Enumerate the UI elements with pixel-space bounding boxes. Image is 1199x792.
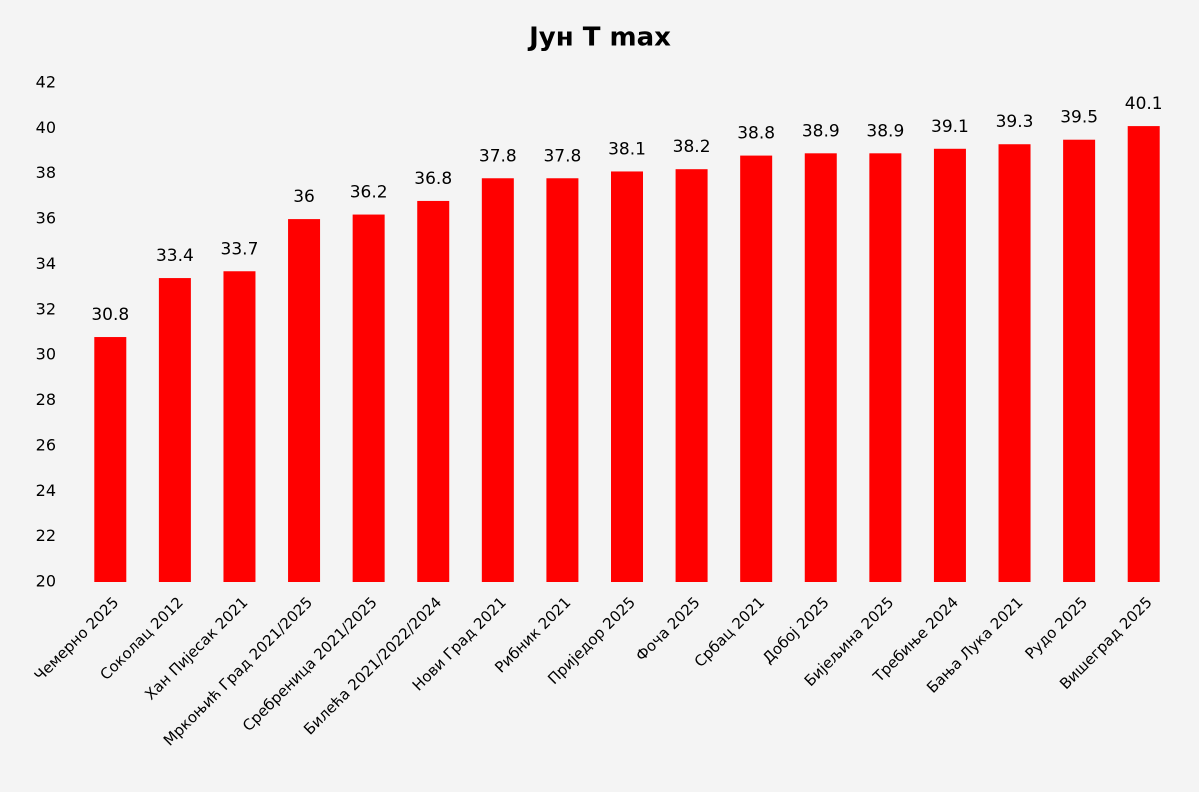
- x-tick-label: Фоча 2025: [632, 593, 703, 664]
- value-label: 38.9: [866, 121, 904, 141]
- y-tick-label: 34: [36, 254, 56, 273]
- y-tick-label: 40: [36, 118, 56, 137]
- bar: [740, 155, 773, 582]
- value-label: 38.1: [608, 139, 646, 159]
- y-tick-label: 22: [36, 526, 56, 545]
- bar: [288, 219, 321, 582]
- bar: [223, 271, 256, 582]
- y-tick-label: 20: [36, 572, 56, 591]
- y-tick-label: 32: [36, 299, 56, 318]
- bar: [1063, 139, 1096, 583]
- bar: [675, 169, 708, 582]
- value-label: 36.2: [350, 183, 388, 203]
- bar: [417, 200, 450, 583]
- value-label: 30.8: [91, 305, 129, 325]
- value-label: 37.8: [479, 146, 517, 166]
- value-label: 36: [293, 187, 315, 207]
- x-tick-label: Рудо 2025: [1022, 593, 1092, 663]
- y-tick-label: 30: [36, 345, 56, 364]
- value-label: 38.9: [802, 121, 840, 141]
- value-label: 39.5: [1060, 108, 1098, 128]
- value-label: 40.1: [1125, 94, 1163, 114]
- y-tick-label: 42: [36, 73, 56, 92]
- bar: [94, 337, 127, 582]
- y-tick-label: 36: [36, 209, 56, 228]
- value-label: 33.7: [221, 239, 259, 259]
- value-label: 39.3: [996, 112, 1034, 132]
- chart-title: Јун Т max: [527, 23, 671, 53]
- bar: [611, 171, 643, 582]
- y-tick-label: 24: [36, 481, 56, 500]
- value-label: 38.2: [673, 137, 711, 157]
- value-label: 37.8: [543, 146, 581, 166]
- y-tick-label: 38: [36, 163, 56, 182]
- bar: [546, 178, 579, 582]
- value-label: 36.8: [414, 169, 452, 189]
- bar: [804, 153, 837, 582]
- bar: [158, 278, 191, 582]
- bar: [352, 214, 385, 582]
- value-label: 33.4: [156, 246, 194, 266]
- bar: [869, 153, 902, 582]
- y-tick-label: 28: [36, 390, 56, 409]
- bar: [933, 148, 966, 582]
- bar: [1127, 126, 1160, 582]
- bar: [998, 144, 1031, 582]
- value-label: 39.1: [931, 117, 969, 137]
- value-label: 38.8: [737, 124, 775, 144]
- y-tick-label: 26: [36, 435, 56, 454]
- bar: [481, 178, 514, 582]
- x-tick-label: Сребреница 2021/2025: [239, 593, 381, 735]
